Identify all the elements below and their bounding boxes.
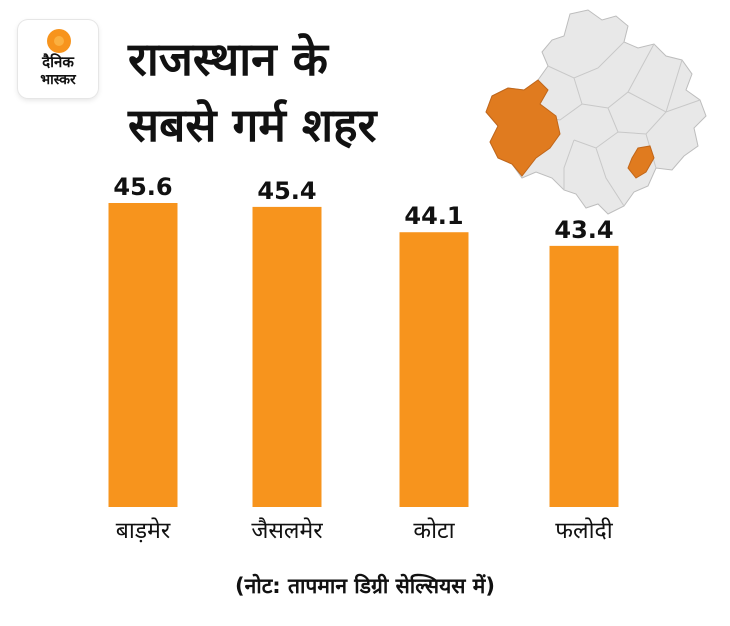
title-line-1: राजस्थान के bbox=[128, 32, 329, 86]
category-label-1: बाड़मेर bbox=[116, 517, 171, 544]
brand-logo: दैनिक भास्कर bbox=[18, 20, 98, 98]
highlight-barmer-jaisalmer bbox=[485, 79, 561, 177]
category-label-3: कोटा bbox=[413, 517, 455, 544]
brand-line-2: भास्कर bbox=[40, 72, 76, 88]
data-label-3: 44.1 bbox=[404, 202, 463, 230]
bar-4 bbox=[549, 245, 619, 507]
sun-icon bbox=[47, 29, 71, 53]
category-label-4: फलोदी bbox=[555, 517, 613, 544]
category-label-2: जैसलमेर bbox=[251, 517, 323, 544]
data-label-1: 45.6 bbox=[113, 173, 172, 201]
bar-2 bbox=[252, 206, 322, 507]
data-label-4: 43.4 bbox=[554, 216, 613, 244]
bar-3 bbox=[399, 232, 469, 507]
unit-note: (नोट: तापमान डिग्री सेल्सियस में) bbox=[235, 574, 495, 598]
title-line-2: सबसे गर्म शहर bbox=[128, 98, 377, 152]
chart-title: राजस्थान के सबसे गर्म शहर bbox=[128, 26, 488, 158]
data-label-2: 45.4 bbox=[257, 177, 316, 205]
highlight-kota bbox=[627, 145, 655, 179]
bar-1 bbox=[108, 203, 178, 507]
rajasthan-map bbox=[485, 9, 707, 215]
brand-line-1: दैनिक bbox=[42, 53, 74, 71]
